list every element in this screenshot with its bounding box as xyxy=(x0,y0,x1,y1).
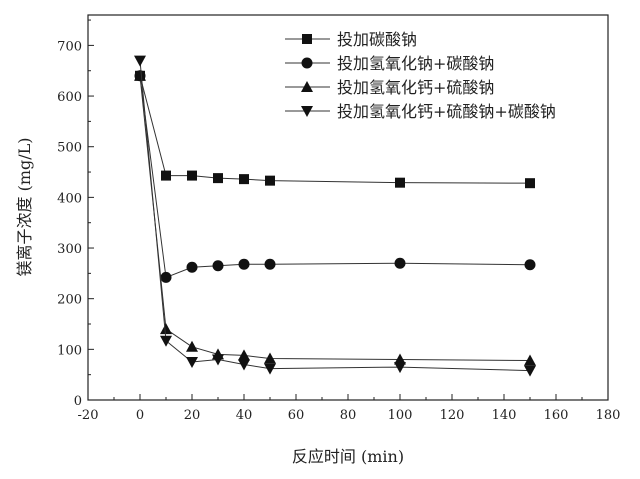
y-tick-label: 100 xyxy=(57,343,82,358)
data-point xyxy=(525,178,535,189)
x-tick-label: 180 xyxy=(596,408,621,423)
data-point xyxy=(238,359,250,371)
legend-label: 投加氢氧化钠+碳酸钠 xyxy=(337,54,494,73)
data-point xyxy=(212,354,224,366)
data-point xyxy=(524,354,536,366)
data-point xyxy=(238,258,250,270)
data-point xyxy=(134,69,146,81)
legend-label: 投加碳酸钠 xyxy=(337,30,417,49)
x-tick-label: 0 xyxy=(136,408,144,423)
data-point xyxy=(213,173,223,184)
x-tick-label: 160 xyxy=(544,408,569,423)
series-4 xyxy=(134,55,536,377)
data-point xyxy=(265,175,275,186)
legend-marker xyxy=(301,81,313,92)
legend-box xyxy=(278,24,606,124)
y-tick-label: 0 xyxy=(74,394,82,409)
x-tick-label: 80 xyxy=(340,408,357,423)
data-point xyxy=(161,170,171,181)
x-tick-label: 60 xyxy=(288,408,305,423)
x-tick-label: 120 xyxy=(440,408,465,423)
data-point xyxy=(160,335,172,347)
data-point xyxy=(160,323,172,335)
data-point xyxy=(186,340,198,352)
data-point xyxy=(394,353,406,365)
y-tick-label: 600 xyxy=(57,90,82,105)
y-tick-label: 300 xyxy=(57,242,82,257)
y-axis-label: 镁离子浓度 (mg/L) xyxy=(15,137,34,276)
data-point xyxy=(524,365,536,377)
data-point xyxy=(264,352,276,364)
data-point xyxy=(238,349,250,361)
x-tick-label: 40 xyxy=(236,408,253,423)
legend-marker xyxy=(302,34,312,44)
data-point xyxy=(239,174,249,185)
data-point xyxy=(186,261,198,273)
series-2 xyxy=(134,70,536,283)
data-point xyxy=(264,363,276,375)
data-point xyxy=(212,260,224,272)
legend-marker xyxy=(301,57,313,69)
legend-marker xyxy=(301,106,313,117)
data-point xyxy=(187,170,197,181)
y-tick-label: 500 xyxy=(57,141,82,156)
x-tick-label: -20 xyxy=(78,408,99,423)
data-point xyxy=(395,177,405,188)
y-tick-label: 400 xyxy=(57,191,82,206)
data-point xyxy=(134,55,146,67)
data-point xyxy=(524,259,536,271)
series-line xyxy=(139,60,531,372)
data-point xyxy=(394,257,406,269)
data-point xyxy=(160,271,172,283)
data-point xyxy=(264,258,276,270)
y-tick-label: 200 xyxy=(57,293,82,308)
legend-label: 投加氢氧化钙+硫酸钠 xyxy=(337,78,494,97)
x-tick-label: 100 xyxy=(388,408,413,423)
data-point xyxy=(394,362,406,374)
data-point xyxy=(186,357,198,369)
x-tick-label: 20 xyxy=(184,408,201,423)
y-tick-label: 700 xyxy=(57,39,82,54)
legend-label: 投加氢氧化钙+硫酸钠+碳酸钠 xyxy=(337,102,556,121)
x-tick-label: 140 xyxy=(492,408,517,423)
x-axis-label: 反应时间 (min) xyxy=(292,447,404,466)
